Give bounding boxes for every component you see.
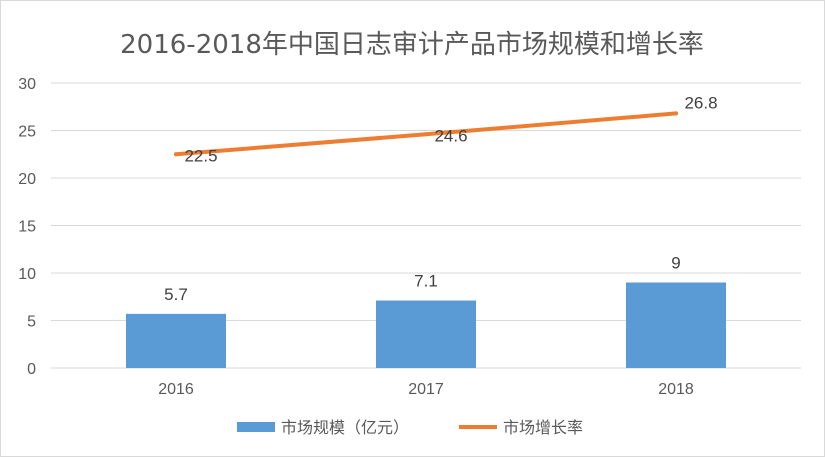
y-tick-label: 5: [27, 314, 36, 331]
x-tick-label: 2017: [408, 381, 444, 398]
line-point-2016: [174, 152, 178, 157]
x-tick-label: 2016: [158, 381, 194, 398]
line-series: 22.5 24.6 26.8: [174, 93, 718, 165]
line-point-2017: [424, 132, 428, 137]
y-tick-label: 30: [18, 76, 36, 93]
x-tick-label: 2018: [658, 381, 694, 398]
bar-data-label: 5.7: [164, 285, 188, 304]
bar-2018: [626, 282, 726, 368]
line-data-label: 26.8: [684, 93, 717, 112]
legend-label-growth-rate: 市场增长率: [503, 418, 583, 437]
legend-swatch-bar: [237, 422, 275, 432]
y-tick-label: 25: [18, 124, 36, 141]
legend: 市场规模（亿元） 市场增长率: [237, 418, 583, 437]
bar-series: 5.7 7.1 9: [126, 254, 726, 368]
line-data-label: 24.6: [434, 126, 467, 145]
bar-data-label: 9: [671, 254, 680, 273]
bar-2017: [376, 300, 476, 368]
y-tick-label: 0: [27, 361, 36, 378]
line-point-2018: [674, 111, 678, 116]
legend-label-market-size: 市场规模（亿元）: [281, 418, 409, 437]
x-axis-ticks: 2016 2017 2018: [158, 381, 694, 398]
bar-data-label: 7.1: [414, 272, 438, 291]
y-axis-ticks: 0 5 10 15 20 25 30: [18, 76, 36, 378]
bar-2016: [126, 313, 226, 368]
y-tick-label: 20: [18, 171, 36, 188]
line-data-label: 22.5: [184, 146, 217, 165]
chart-title: 2016-2018年中国日志审计产品市场规模和增长率: [120, 30, 704, 60]
y-tick-label: 10: [18, 266, 36, 283]
y-tick-label: 15: [18, 219, 36, 236]
